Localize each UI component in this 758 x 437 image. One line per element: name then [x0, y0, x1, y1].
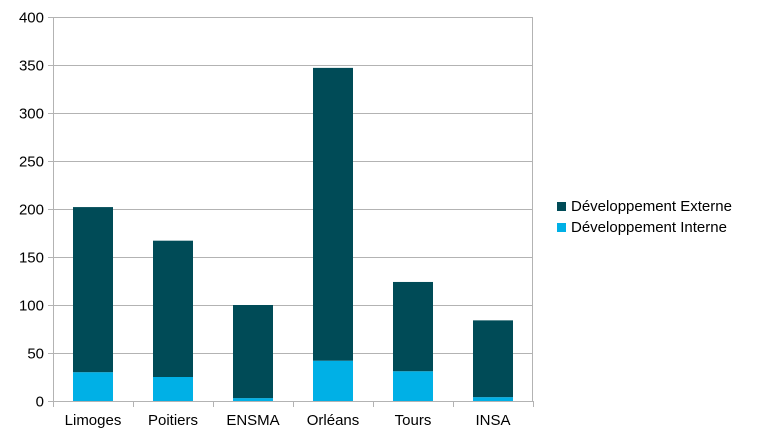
x-tick-label: Orléans — [307, 412, 360, 429]
bar-segment-externe — [153, 240, 193, 377]
y-tick-label: 150 — [19, 250, 44, 267]
y-axis-ticks: 0 50 100 150 200 250 300 350 400 — [19, 10, 53, 411]
x-tick-label: Poitiers — [148, 412, 198, 429]
y-tick-label: 200 — [19, 202, 44, 219]
x-tick-label: Limoges — [65, 412, 122, 429]
legend: Développement Externe Développement Inter… — [557, 198, 732, 236]
bar-segment-interne — [153, 377, 193, 401]
bar-segment-interne — [73, 372, 113, 401]
legend-label: Développement Interne — [571, 219, 727, 236]
bar-segment-externe — [233, 305, 273, 399]
bar-segment-externe — [473, 320, 513, 398]
gridlines — [53, 17, 533, 354]
y-tick-label: 250 — [19, 154, 44, 171]
y-tick-label: 350 — [19, 58, 44, 75]
y-tick-label: 100 — [19, 298, 44, 315]
bar-segment-externe — [313, 67, 353, 361]
bar-segment-externe — [73, 207, 113, 373]
bar-segment-externe — [393, 281, 433, 372]
x-tick-label: ENSMA — [226, 412, 279, 429]
y-tick-label: 400 — [19, 10, 44, 27]
bar-segment-interne — [473, 397, 513, 401]
bars — [73, 67, 513, 401]
legend-swatch — [557, 202, 566, 211]
bar-segment-interne — [393, 371, 433, 401]
y-tick-label: 0 — [36, 394, 44, 411]
legend-label: Développement Externe — [571, 198, 732, 215]
legend-swatch — [557, 223, 566, 232]
x-tick-label: INSA — [475, 412, 510, 429]
x-tick-label: Tours — [395, 412, 432, 429]
x-axis-ticks: Limoges Poitiers ENSMA Orléans Tours INSA — [53, 401, 534, 429]
bar-segment-interne — [233, 398, 273, 401]
y-tick-label: 300 — [19, 106, 44, 123]
bar-segment-interne — [313, 360, 353, 401]
y-tick-label: 50 — [27, 346, 44, 363]
